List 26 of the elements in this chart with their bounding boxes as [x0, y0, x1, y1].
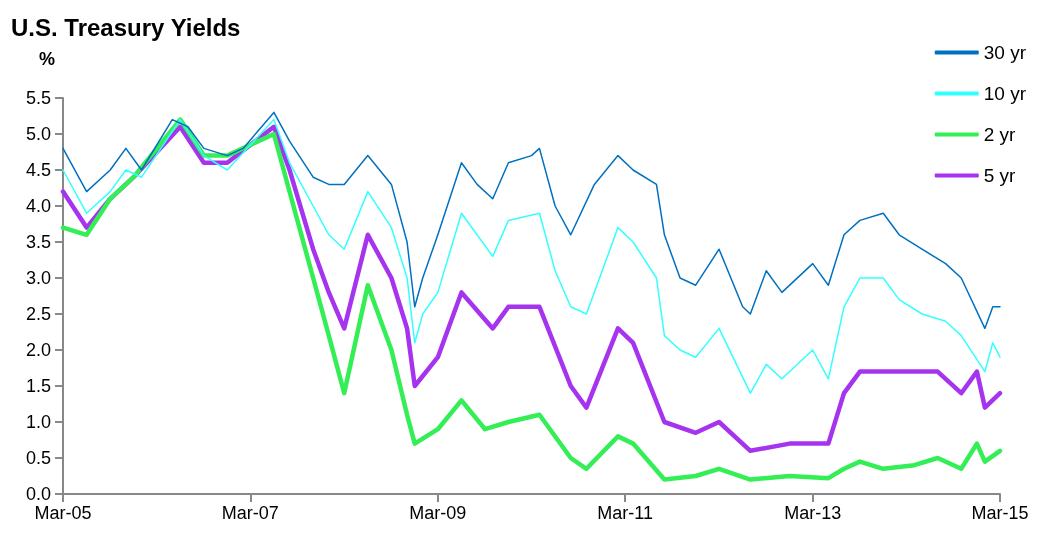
- legend-label: 5 yr: [983, 165, 1017, 186]
- x-tick-label: Mar-13: [784, 503, 842, 523]
- x-tick-label: Mar-09: [409, 503, 467, 523]
- y-tick-label: 2.5: [25, 304, 51, 324]
- x-tick-label: Mar-07: [221, 503, 279, 523]
- legend-label: 30 yr: [983, 42, 1027, 63]
- legend-label: 10 yr: [983, 83, 1027, 104]
- x-tick-label: Mar-15: [971, 503, 1029, 523]
- y-axis-title: %: [38, 49, 55, 69]
- chart-title: U.S. Treasury Yields: [11, 13, 241, 41]
- line-series: [62, 111, 1001, 330]
- y-tick-label: 5.0: [25, 124, 51, 144]
- y-tick-label: 3.0: [25, 268, 51, 288]
- x-tick-label: Mar-05: [34, 503, 92, 523]
- y-tick-label: 4.0: [25, 196, 51, 216]
- y-tick-label: 0.5: [25, 448, 51, 468]
- y-tick-label: 3.5: [25, 232, 51, 252]
- line-series: [62, 118, 1001, 394]
- y-tick-label: 2.0: [25, 340, 51, 360]
- y-tick-label: 1.5: [25, 376, 51, 396]
- y-tick-label: 1.0: [25, 412, 51, 432]
- y-tick-label: 5.5: [25, 88, 51, 108]
- x-tick-label: Mar-11: [597, 503, 653, 523]
- y-tick-label: 0.0: [25, 484, 51, 504]
- legend-label: 2 yr: [983, 124, 1017, 145]
- y-tick-label: 4.5: [25, 160, 51, 180]
